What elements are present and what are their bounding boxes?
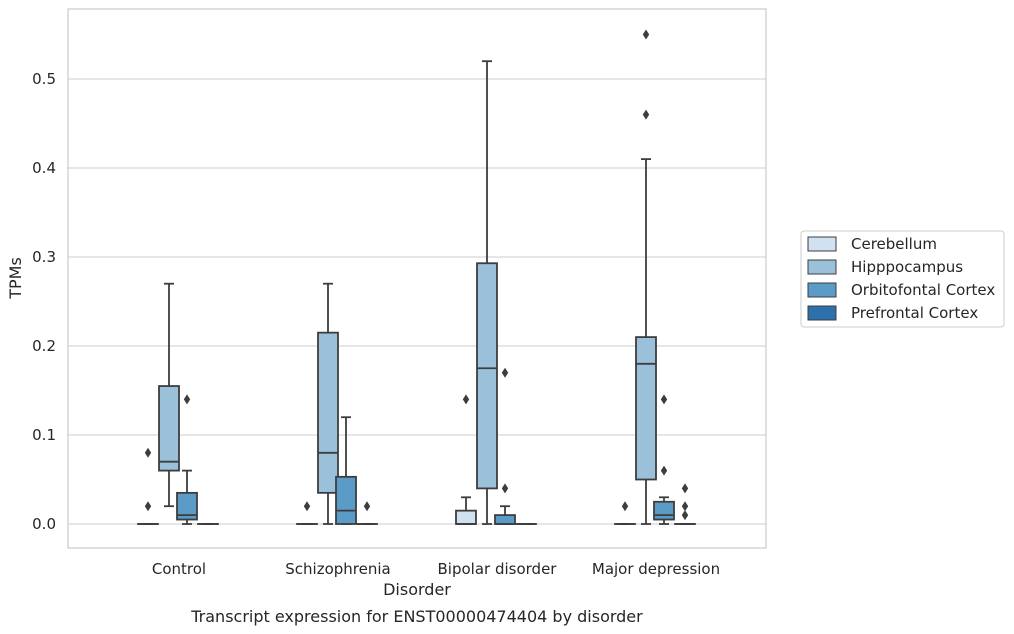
legend-label: Cerebellum (851, 235, 937, 253)
outlier-point (501, 367, 509, 378)
x-tick-label: Control (152, 560, 206, 578)
box (137, 447, 159, 525)
outlier-point (681, 483, 689, 494)
box (296, 501, 318, 525)
y-tick-label: 0.5 (32, 70, 56, 88)
x-tick-label: Major depression (592, 560, 720, 578)
box-iqr (317, 331, 339, 494)
box-iqr (335, 475, 357, 525)
x-axis-label: Disorder (383, 580, 451, 599)
outlier-point (144, 501, 152, 512)
outlier-point (681, 510, 689, 521)
legend-frame (800, 230, 1005, 328)
series-hipppocampus (158, 29, 657, 525)
series-cerebellum (137, 394, 636, 525)
box-iqr (158, 385, 180, 472)
plot-area-frame (67, 8, 767, 549)
legend-label: Hipppocampus (851, 258, 963, 276)
legend-swatch (807, 305, 837, 321)
legend-swatch (807, 259, 837, 275)
outlier-point (183, 394, 191, 405)
legend-swatch (807, 282, 837, 298)
series-prefrontal-cortex (197, 483, 696, 525)
outlier-point (681, 501, 689, 512)
chart-title: Transcript expression for ENST0000047440… (190, 607, 643, 626)
box (317, 282, 339, 525)
box-iqr (635, 336, 657, 481)
box (653, 394, 675, 525)
legend-swatch (807, 236, 837, 252)
box (494, 367, 516, 525)
box (635, 29, 657, 525)
legend: Cerebellum Hipppocampus Orbitofontal Corte… (800, 230, 1005, 328)
box-iqr (653, 500, 675, 521)
x-tick-labels: Control Schizophrenia Bipolar disorder Majo… (152, 560, 720, 578)
box (356, 501, 378, 525)
box (158, 282, 180, 508)
outlier-point (501, 483, 509, 494)
y-tick-label: 0.3 (32, 248, 56, 266)
outlier-point (621, 501, 629, 512)
y-tick-labels: 0.0 0.1 0.2 0.3 0.4 0.5 (32, 70, 56, 533)
y-axis-label: TPMs (6, 257, 25, 300)
y-tick-label: 0.0 (32, 515, 56, 533)
box (455, 394, 477, 525)
box (176, 394, 198, 525)
x-tick-label: Schizophrenia (285, 560, 390, 578)
box-iqr (476, 262, 498, 490)
box-iqr (494, 514, 516, 525)
y-tick-label: 0.2 (32, 337, 56, 355)
outlier-point (363, 501, 371, 512)
box-iqr (455, 509, 477, 525)
outlier-point (462, 394, 470, 405)
legend-label: Prefrontal Cortex (851, 304, 978, 322)
outlier-point (660, 465, 668, 476)
y-tick-label: 0.4 (32, 159, 56, 177)
box (614, 501, 636, 525)
x-tick-label: Bipolar disorder (438, 560, 558, 578)
outlier-point (642, 109, 650, 120)
legend-label: Orbitofontal Cortex (851, 281, 995, 299)
y-tick-label: 0.1 (32, 426, 56, 444)
box (674, 483, 696, 525)
outlier-point (303, 501, 311, 512)
series-orbitofontal-cortex (176, 367, 675, 525)
outlier-point (660, 394, 668, 405)
box-series (137, 29, 696, 525)
outlier-point (144, 447, 152, 458)
outlier-point (642, 29, 650, 40)
box (335, 416, 357, 525)
box (476, 60, 498, 525)
box-iqr (176, 491, 198, 521)
